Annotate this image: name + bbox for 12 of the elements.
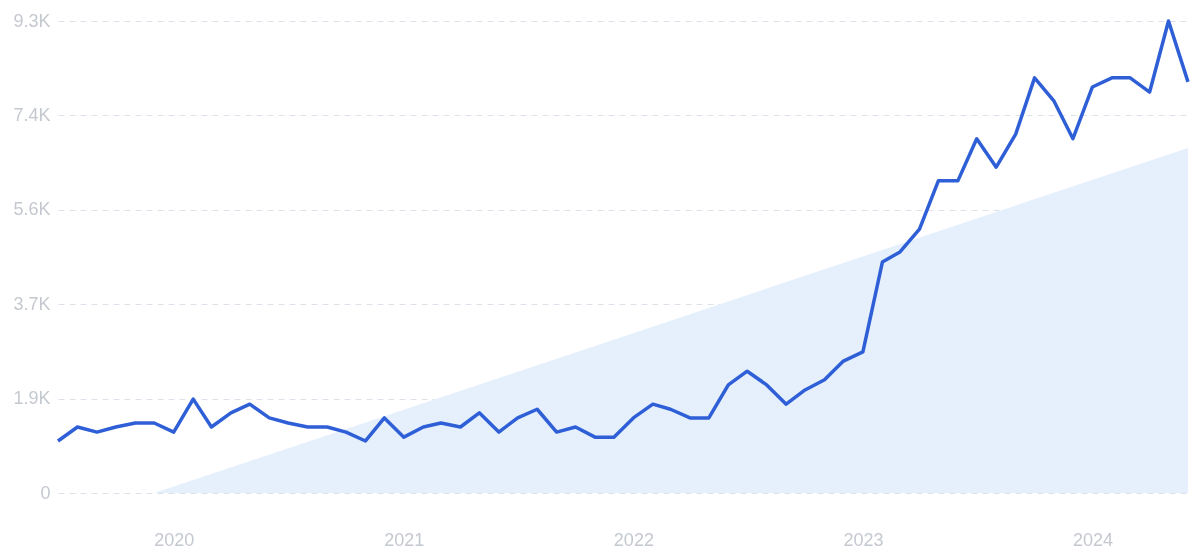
y-tick-label: 9.3K — [13, 10, 51, 31]
y-tick-label: 1.9K — [13, 388, 51, 409]
x-tick-label: 2021 — [384, 529, 425, 550]
y-tick-label: 3.7K — [13, 293, 51, 314]
x-tick-label: 2023 — [843, 529, 884, 550]
y-tick-label: 5.6K — [13, 199, 51, 220]
y-tick-label: 7.4K — [13, 104, 51, 125]
line-series — [56, 19, 1190, 443]
y-tick-label: 0 — [40, 482, 51, 503]
x-tick-label: 2024 — [1072, 529, 1113, 550]
x-tick-label: 2020 — [154, 529, 195, 550]
x-tick-label: 2022 — [613, 529, 654, 550]
